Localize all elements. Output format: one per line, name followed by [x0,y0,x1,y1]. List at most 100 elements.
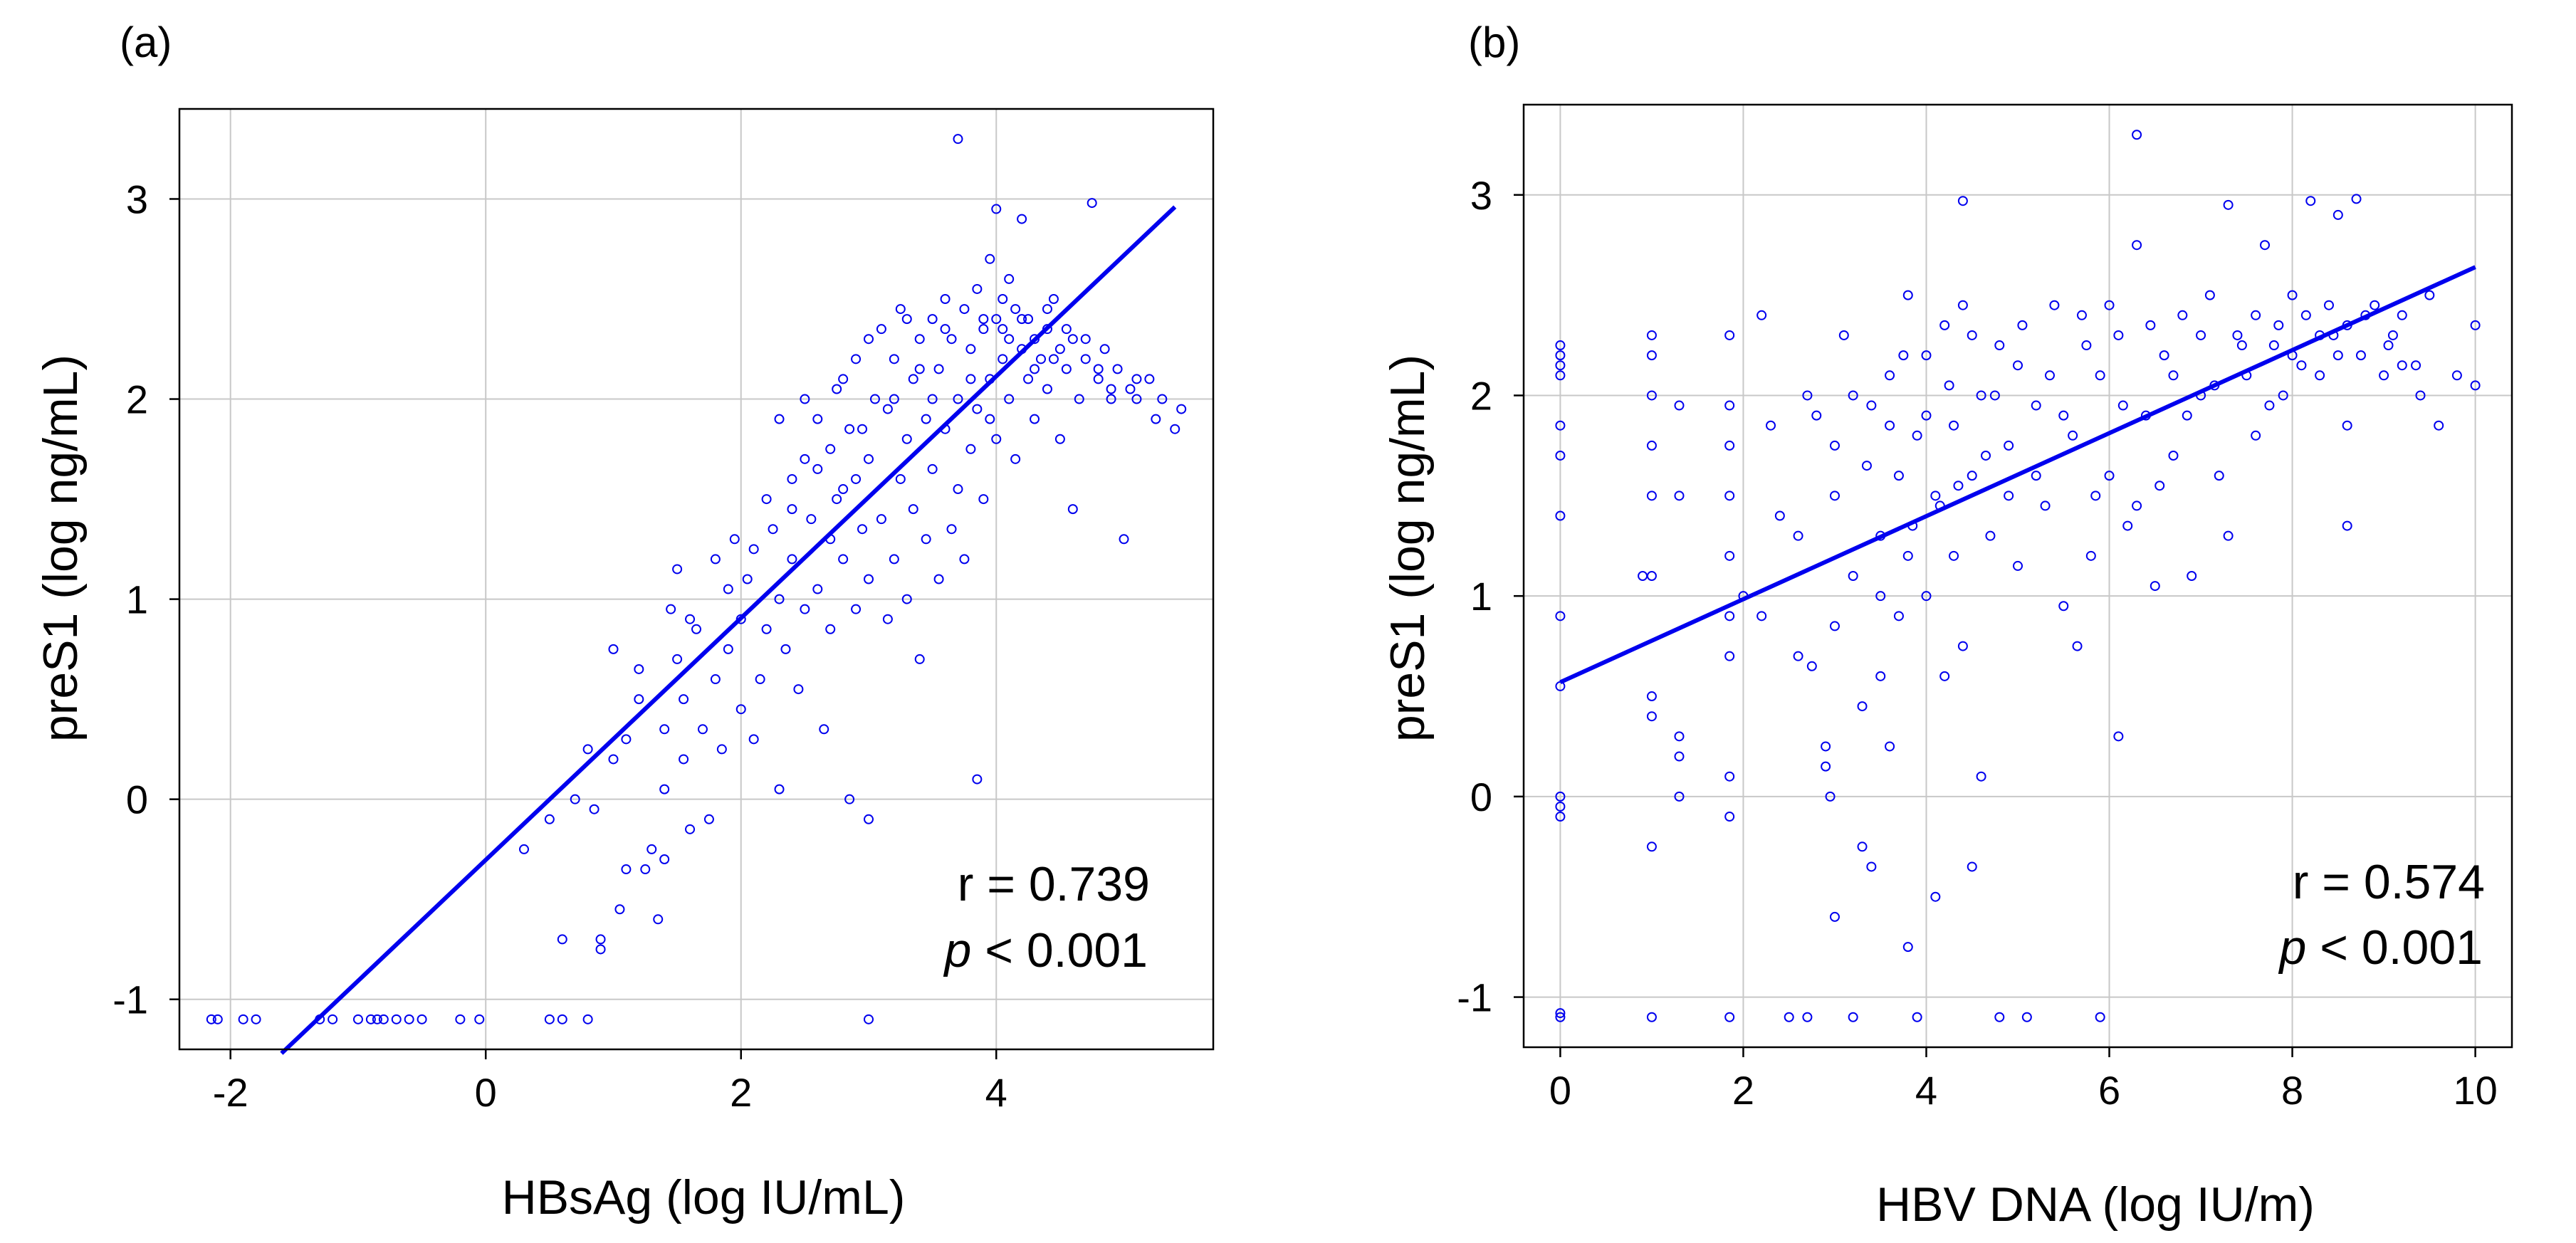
panel-b-data-point [1774,510,1785,521]
panel-a-data-point [991,204,1002,214]
panel-a-data-point [914,364,925,374]
panel-a-data-point [703,814,714,824]
panel-b-data-point [1555,420,1566,431]
panel-a-data-point [787,504,797,515]
panel-a-data-point [940,324,951,335]
panel-b-data-point [1756,611,1767,622]
panel-b-data-point [2150,581,2160,592]
panel-a-data-point [238,1014,248,1024]
panel-b-data-point [1967,330,1977,340]
panel-a-data-point [582,1014,593,1024]
panel-b-data-point [2013,560,2023,571]
panel-a-plot-frame [178,107,1215,1051]
panel-b-data-point [2031,400,2041,411]
panel-a-data-point [838,554,849,565]
panel-b-data-point [2383,340,2394,351]
panel-b-data-point [2434,420,2444,431]
panel-b-data-point [1921,591,1932,602]
panel-a-data-point [1106,384,1116,394]
panel-a-data-point [1030,334,1040,345]
panel-a-data-point [544,1014,555,1024]
panel-b-data-point [2122,520,2133,531]
panel-a-data-point [723,584,733,594]
panel-a-data-point [1170,424,1180,434]
panel-b-stat-p-italic: p [2278,921,2307,975]
panel-a-data-point [933,364,944,374]
panel-b-data-point [1967,861,1977,872]
panel-a-data-point [793,684,804,695]
panel-b-data-point [2040,500,2051,511]
panel-b-data-point [1724,812,1735,822]
panel-a-data-point [685,614,696,624]
panel-a-data-point [787,554,797,565]
panel-b-data-point [2370,300,2380,310]
panel-a-data-point [672,654,683,664]
panel-a-data-point [1010,304,1021,315]
panel-a-data-point [953,394,963,404]
panel-a-data-point [1054,434,1065,444]
panel-a-data-point [889,354,899,364]
panel-b-data-point [1555,801,1566,812]
panel-a-data-point [832,494,842,505]
panel-a-data-point [800,604,810,614]
panel-a-data-point [723,644,733,654]
panel-b-x-axis-title: HBV DNA (log IU/m) [1876,1178,2315,1232]
panel-a-data-point [691,624,701,634]
panel-a-data-point [685,824,696,834]
panel-a-data-point [1087,198,1097,209]
panel-b-data-point [2332,209,2343,220]
panel-b-data-point [1944,380,1954,391]
panel-b-data-point [2273,320,2284,330]
panel-a-y-tick-label: 3 [126,177,148,221]
panel-b-data-point [2095,370,2105,381]
panel-b-y-tick-label: 1 [1470,574,1492,619]
panel-a-data-point [946,334,957,345]
panel-b-data-point [2251,430,2261,441]
panel-a-data-point [985,253,995,264]
panel-b-data-point [1829,621,1840,631]
panel-b-data-point [1821,741,1831,752]
panel-a-data-point [965,444,976,454]
panel-a-stat-r: r = 0.739 [958,857,1150,911]
panel-b-data-point [1981,450,1991,461]
panel-a-data-point [1093,374,1104,384]
panel-a-data-point [959,304,970,315]
panel-b-data-point [1646,691,1657,702]
panel-a-data-point [921,534,931,545]
panel-a-data-point [940,294,951,305]
panel-a-data-point [729,534,740,545]
panel-b-data-point [2397,310,2407,320]
panel-b-data-point [1912,430,1922,441]
panel-b-data-point [2305,196,2316,206]
panel-a-data-point [697,724,708,735]
panel-a-data-point [972,404,983,414]
panel-b-data-point [1724,491,1735,501]
panel-a-data-point [908,504,918,515]
panel-b-data-point [1555,510,1566,521]
panel-a-data-point [1176,404,1187,414]
panel-b-data-point [1893,611,1904,622]
panel-b-data-point [1674,491,1685,501]
panel-a-points [206,134,1187,1024]
panel-b-data-point [1646,571,1657,581]
panel-a-data-point [864,334,874,345]
panel-a-data-point [1061,364,1072,374]
panel-b-data-point [1724,400,1735,411]
panel-a-data-point [570,794,580,804]
panel-b-data-point [1885,420,1895,431]
panel-b-data-point [2287,290,2298,300]
panel-b-data-point [2004,440,2014,451]
panel-a-data-point [621,734,632,745]
panel-a-data-point [251,1014,261,1024]
panel-a-data-point [455,1014,466,1024]
panel-a-data-point [819,724,829,735]
panel-a-data-point [946,524,957,535]
panel-b-data-point [1724,440,1735,451]
panel-b-data-point [1638,571,1648,581]
panel-b-x-tick-label: 10 [2453,1068,2497,1113]
panel-a-data-point [895,473,906,484]
panel-a-data-point [1010,453,1021,464]
panel-a-grid [179,109,1213,1049]
panel-b-data-point [2031,471,2041,481]
panel-a-stat-p-rest: < 0.001 [971,923,1148,977]
